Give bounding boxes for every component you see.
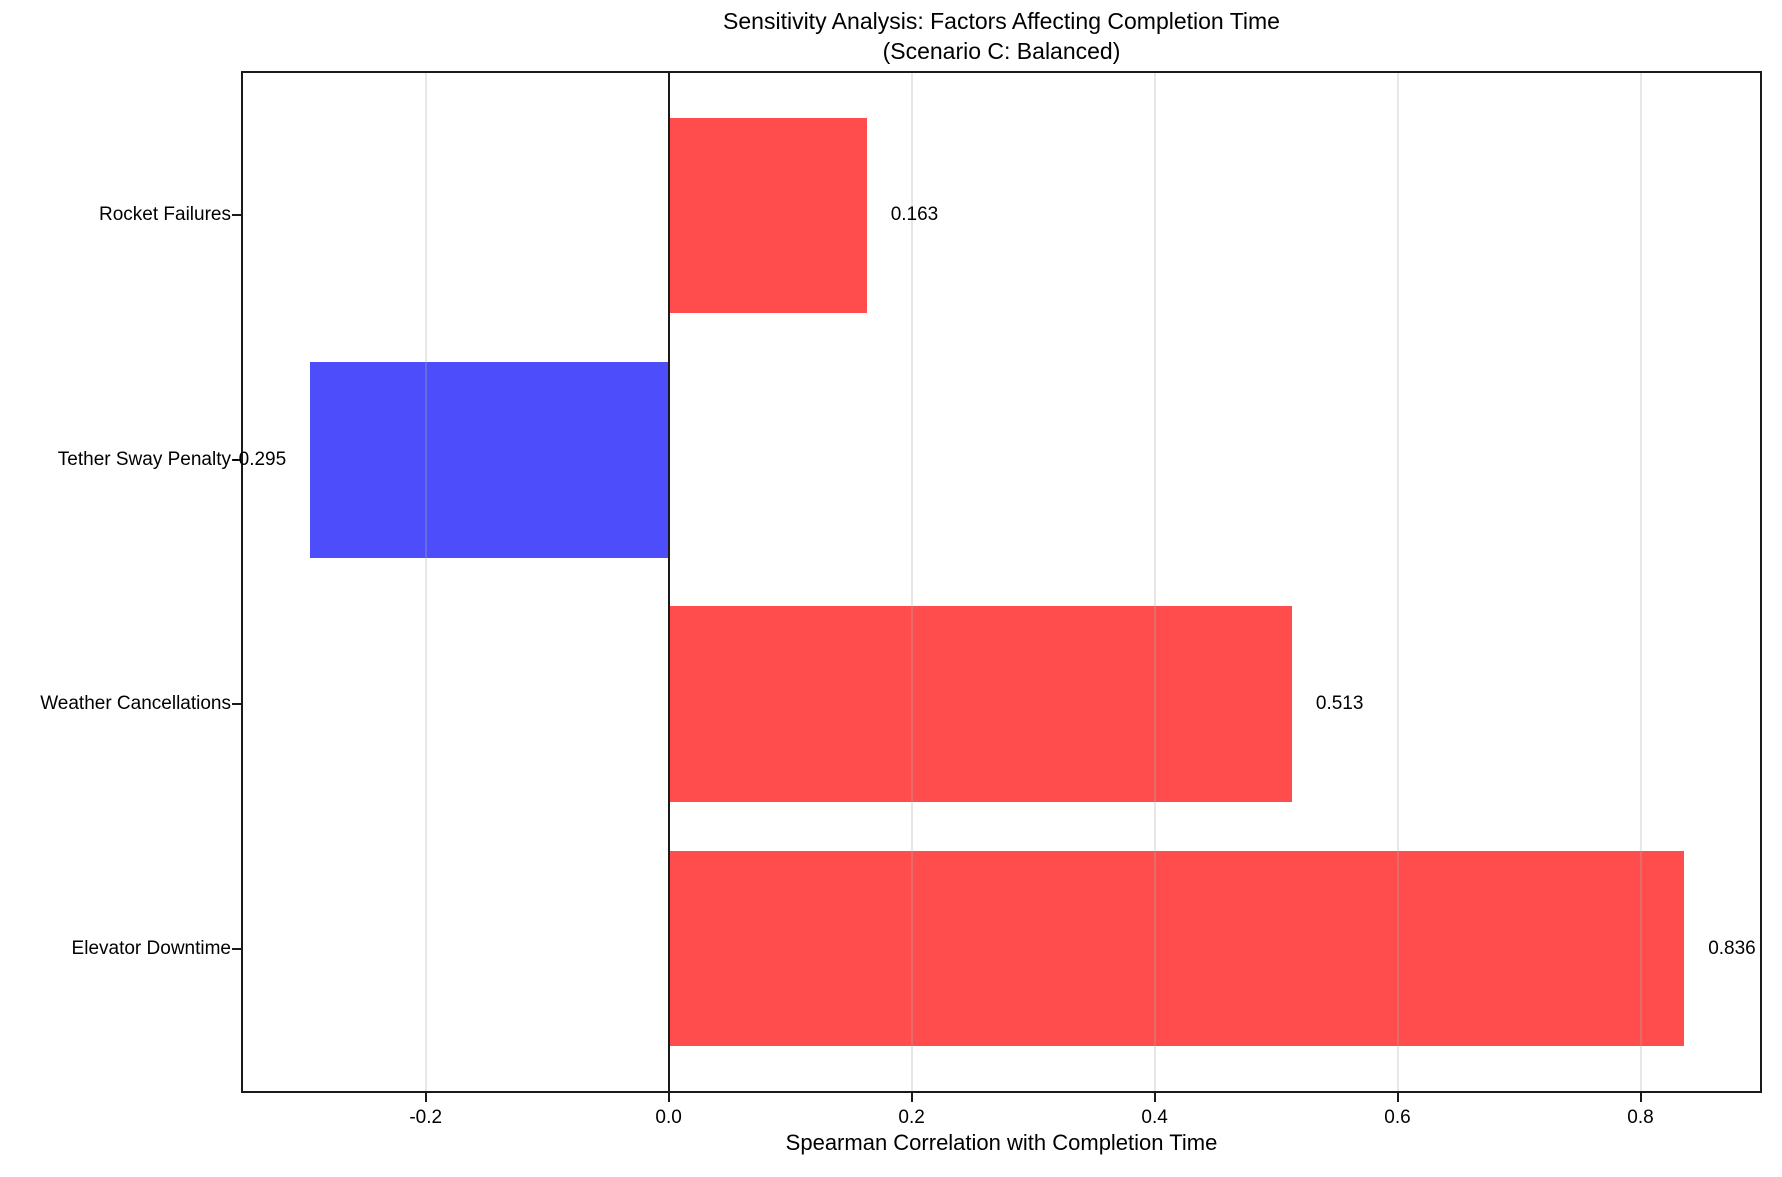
x-tick-label: 0.8 <box>1627 1107 1654 1128</box>
gridline <box>910 71 913 1093</box>
bar-value-label: 0.513 <box>1315 693 1364 715</box>
bar-value-label: 0.163 <box>890 204 939 226</box>
bar-value-label: -0.295 <box>232 448 287 470</box>
chart-subtitle: (Scenario C: Balanced) <box>882 38 1121 64</box>
y-tick <box>232 947 241 950</box>
chart-title: Sensitivity Analysis: Factors Affecting … <box>723 8 1280 34</box>
bar-weather-cancellations <box>668 606 1292 802</box>
x-tick-label: 0.0 <box>655 1107 682 1128</box>
y-tick-label: Rocket Failures <box>99 204 231 226</box>
gridline <box>424 71 427 1093</box>
y-tick-label: Weather Cancellations <box>40 693 231 715</box>
x-tick <box>667 1093 670 1102</box>
gridline <box>1396 71 1399 1093</box>
title-block: Sensitivity Analysis: Factors Affecting … <box>241 6 1762 66</box>
gridline <box>1153 71 1156 1093</box>
x-tick <box>424 1093 427 1102</box>
y-tick-label: Tether Sway Penalty <box>57 448 231 470</box>
bar-elevator-downtime <box>668 850 1685 1047</box>
x-tick <box>910 1093 913 1102</box>
x-tick <box>1639 1093 1642 1102</box>
y-tick-label: Elevator Downtime <box>71 937 231 959</box>
gridline <box>1639 71 1642 1093</box>
zero-line <box>667 71 670 1093</box>
bar-rocket-failures <box>668 117 867 314</box>
y-tick <box>232 703 241 706</box>
bar-tether-sway-penalty <box>310 362 669 558</box>
x-tick <box>1396 1093 1399 1102</box>
x-tick-label: -0.2 <box>409 1107 443 1128</box>
y-tick <box>232 214 241 217</box>
x-tick-label: 0.2 <box>898 1107 925 1128</box>
x-tick-label: 0.4 <box>1141 1107 1168 1128</box>
x-tick-label: 0.6 <box>1384 1107 1411 1128</box>
bar-value-label: 0.836 <box>1708 937 1756 959</box>
x-tick <box>1153 1093 1156 1102</box>
x-axis-label: Spearman Correlation with Completion Tim… <box>785 1130 1218 1155</box>
y-tick <box>232 458 241 461</box>
